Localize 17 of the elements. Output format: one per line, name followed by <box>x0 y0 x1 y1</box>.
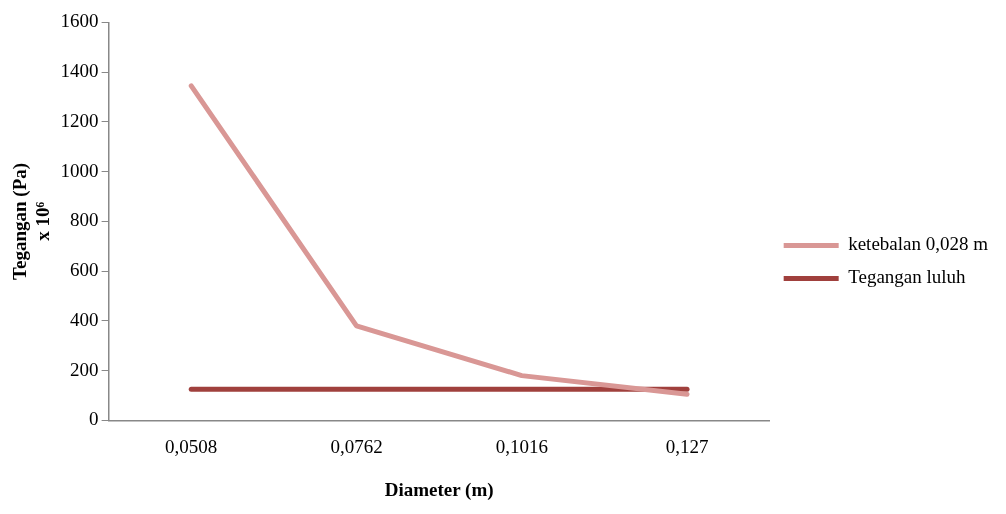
y-axis-title: Tegangan (Pa) x 10⁶ <box>9 162 54 280</box>
x-tick-label: 0,1016 <box>495 435 548 457</box>
y-tick-label: 1200 <box>60 109 99 131</box>
x-axis-title: Diameter (m) <box>384 478 494 501</box>
x-tick-label: 0,0762 <box>330 435 383 457</box>
y-tick-label: 0 <box>89 408 99 430</box>
y-tick-label: 1400 <box>60 60 99 82</box>
y-tick-label: 1600 <box>60 10 99 32</box>
legend-label: ketebalan 0,028 m <box>848 233 989 255</box>
y-tick-label: 600 <box>70 259 99 281</box>
x-tick-label: 0,127 <box>665 435 709 457</box>
y-tick-label: 800 <box>70 209 99 231</box>
x-tick-label: 0,0508 <box>165 435 218 457</box>
y-tick-label: 1000 <box>60 159 99 181</box>
y-tick-label: 400 <box>70 308 99 330</box>
y-tick-label: 200 <box>70 358 99 380</box>
legend-label: Tegangan luluh <box>848 266 967 288</box>
